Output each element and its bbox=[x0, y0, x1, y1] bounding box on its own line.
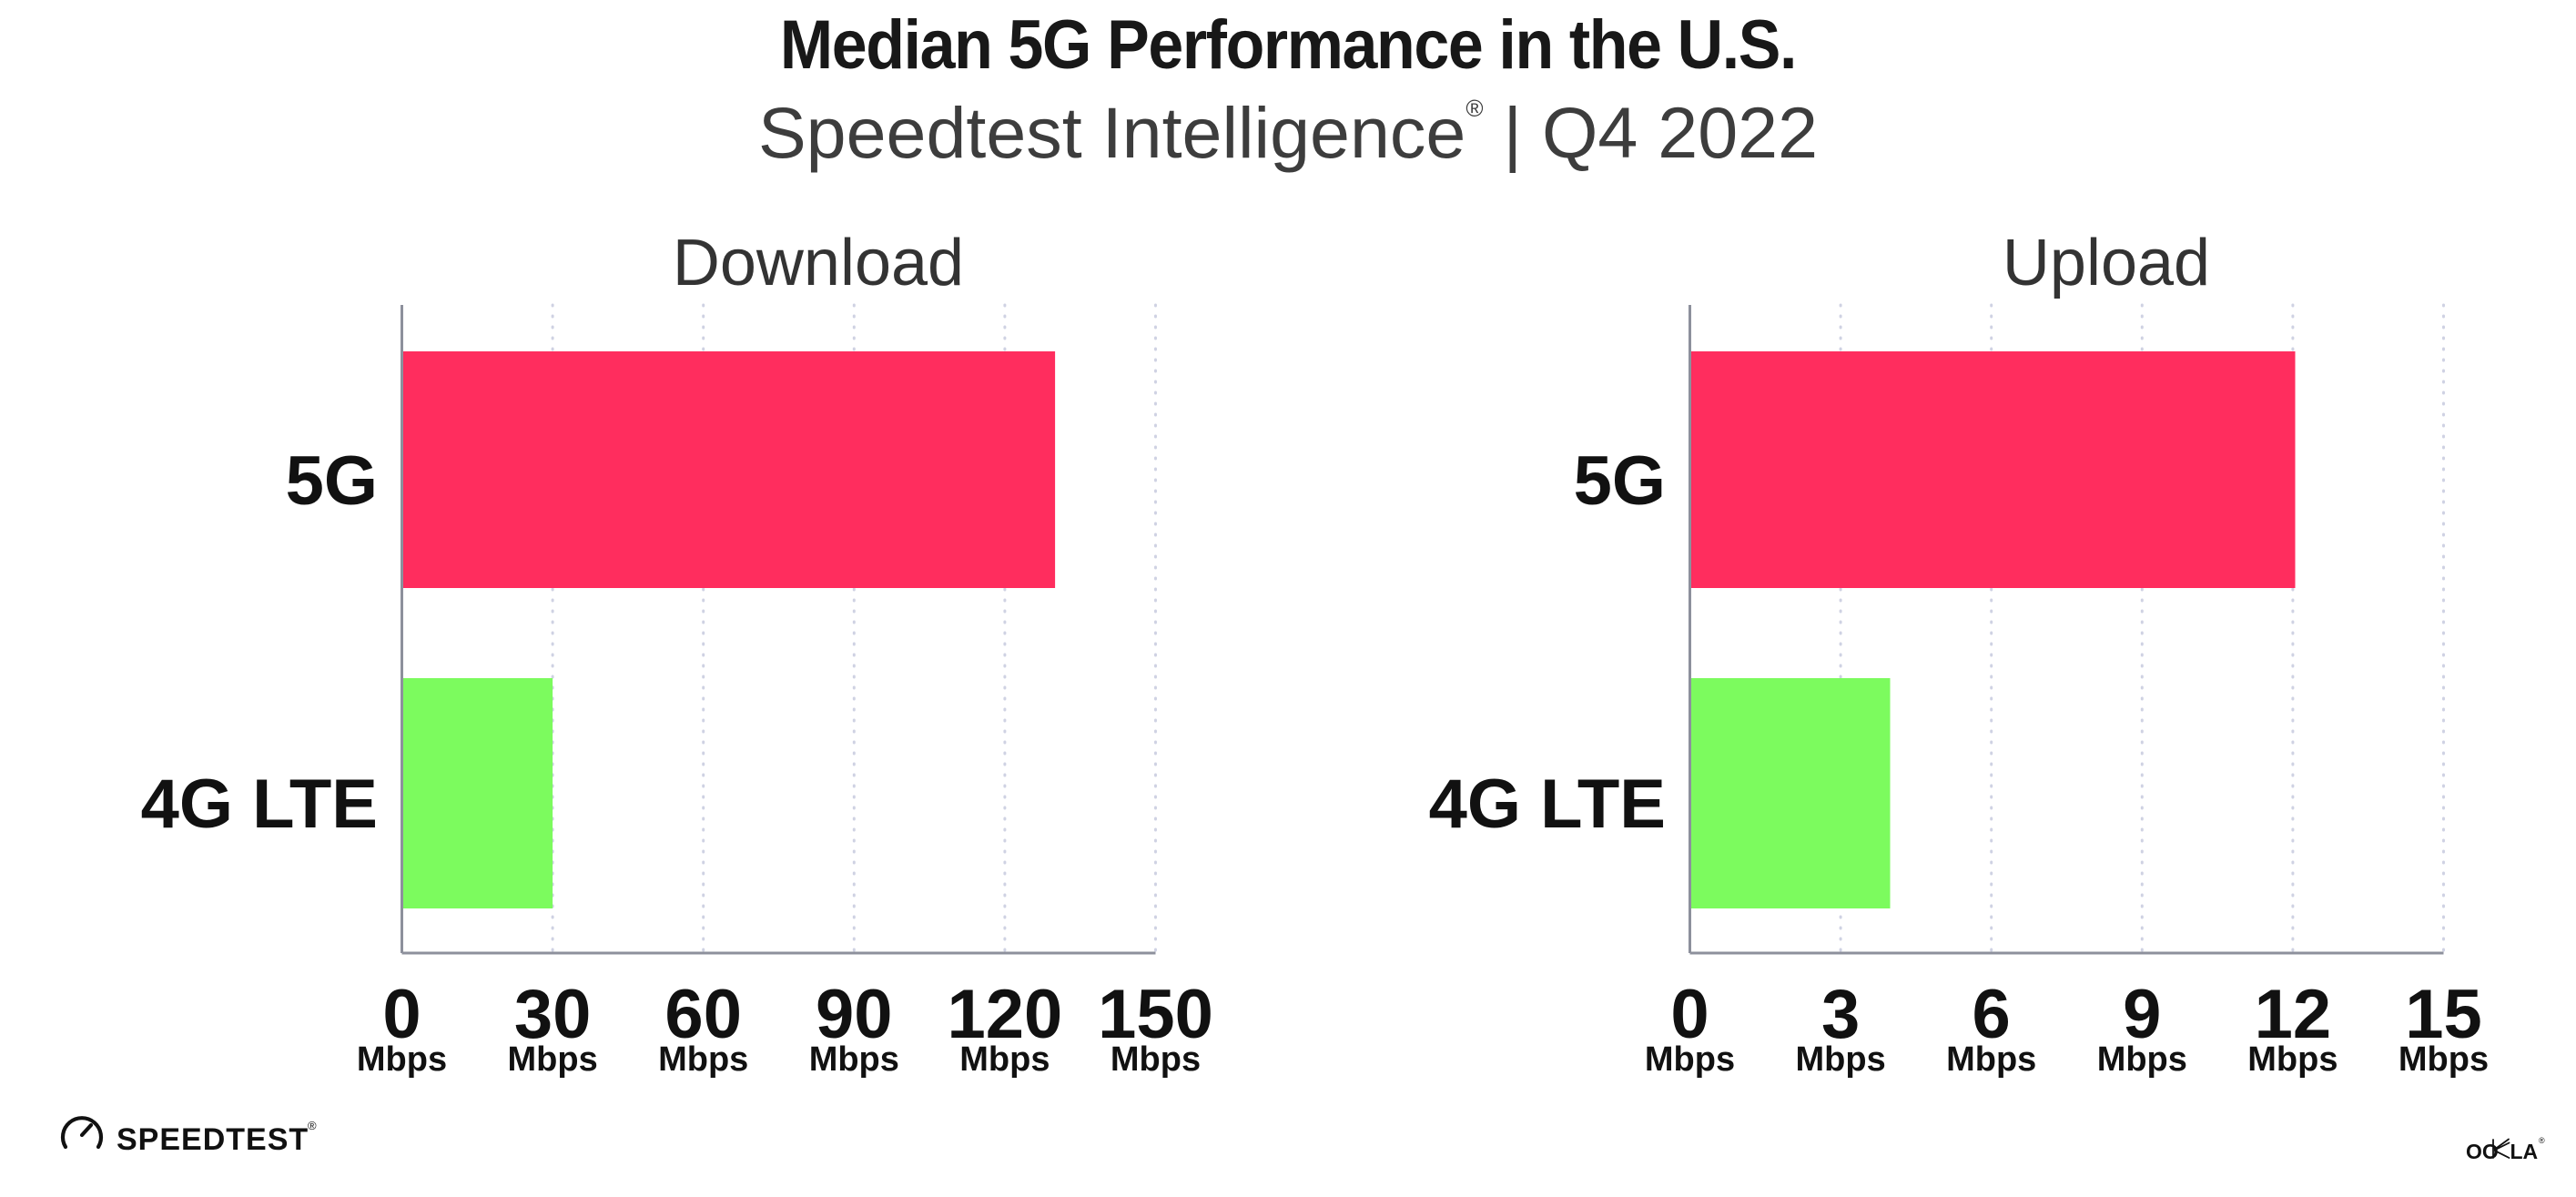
svg-text:Mbps: Mbps bbox=[959, 1040, 1050, 1079]
svg-text:4G LTE: 4G LTE bbox=[1429, 766, 1666, 843]
svg-text:LA: LA bbox=[2510, 1140, 2539, 1163]
svg-text:Mbps: Mbps bbox=[1946, 1040, 2036, 1079]
svg-text:Mbps: Mbps bbox=[809, 1040, 899, 1079]
svg-text:®: ® bbox=[308, 1119, 317, 1132]
svg-text:Mbps: Mbps bbox=[1795, 1040, 1885, 1079]
svg-text:5G: 5G bbox=[286, 442, 378, 520]
svg-text:Mbps: Mbps bbox=[658, 1040, 748, 1079]
svg-text:4G LTE: 4G LTE bbox=[141, 766, 378, 843]
svg-text:Download: Download bbox=[673, 227, 964, 299]
svg-text:Mbps: Mbps bbox=[2247, 1040, 2338, 1079]
svg-text:5G: 5G bbox=[1574, 442, 1666, 520]
svg-text:Mbps: Mbps bbox=[1645, 1040, 1735, 1079]
svg-text:Mbps: Mbps bbox=[2399, 1040, 2489, 1079]
svg-text:Mbps: Mbps bbox=[1111, 1040, 1201, 1079]
svg-text:Mbps: Mbps bbox=[357, 1040, 447, 1079]
svg-text:Mbps: Mbps bbox=[507, 1040, 597, 1079]
svg-text:SPEEDTEST: SPEEDTEST bbox=[117, 1122, 309, 1157]
svg-text:®: ® bbox=[2539, 1136, 2545, 1145]
svg-text:Upload: Upload bbox=[2003, 227, 2210, 299]
svg-text:Mbps: Mbps bbox=[2097, 1040, 2187, 1079]
